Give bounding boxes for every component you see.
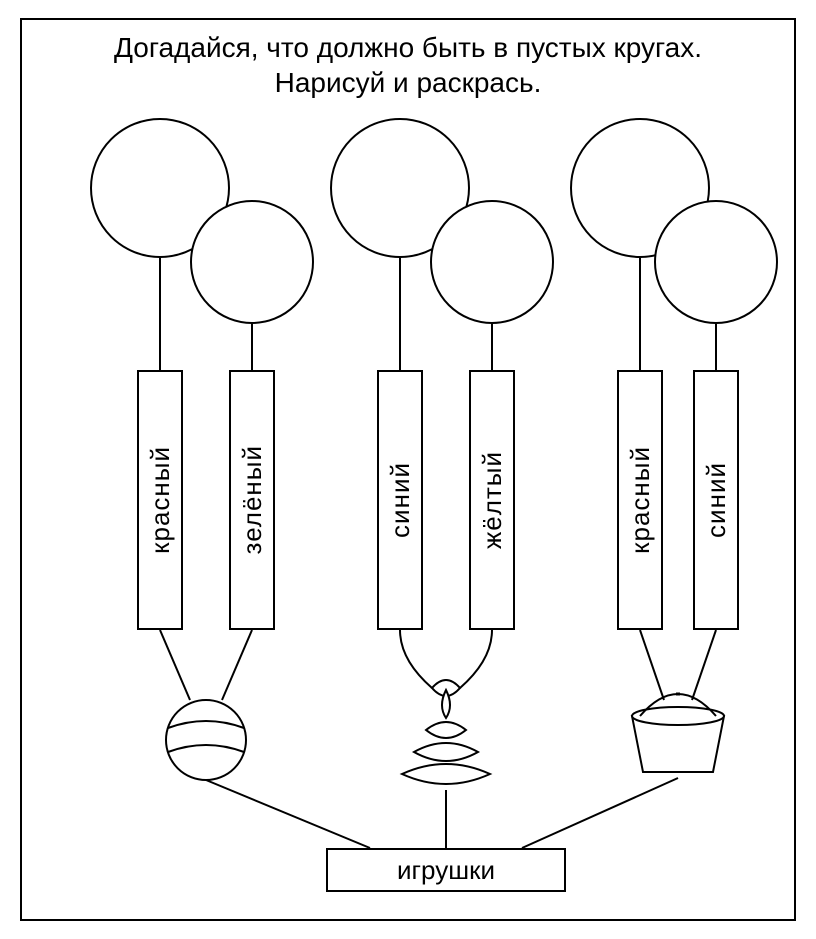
category-label: игрушки bbox=[397, 855, 495, 886]
stem-1 bbox=[159, 258, 161, 370]
empty-circle-low-2 bbox=[430, 200, 554, 324]
title-line-2: Нарисуй и раскрась. bbox=[275, 67, 542, 98]
color-label-2: зелёный bbox=[229, 370, 275, 630]
title-line-1: Догадайся, что должно быть в пустых круг… bbox=[114, 32, 702, 63]
color-label-1: красный bbox=[137, 370, 183, 630]
empty-circle-low-3 bbox=[654, 200, 778, 324]
category-box: игрушки bbox=[326, 848, 566, 892]
empty-circle-low-1 bbox=[190, 200, 314, 324]
color-label-5: красный bbox=[617, 370, 663, 630]
stem-2 bbox=[251, 324, 253, 370]
stem-3 bbox=[399, 258, 401, 370]
stem-5 bbox=[639, 258, 641, 370]
color-label-3: синий bbox=[377, 370, 423, 630]
stem-6 bbox=[715, 324, 717, 370]
color-label-4: жёлтый bbox=[469, 370, 515, 630]
stem-4 bbox=[491, 324, 493, 370]
instruction-title: Догадайся, что должно быть в пустых круг… bbox=[0, 30, 816, 100]
color-label-6: синий bbox=[693, 370, 739, 630]
